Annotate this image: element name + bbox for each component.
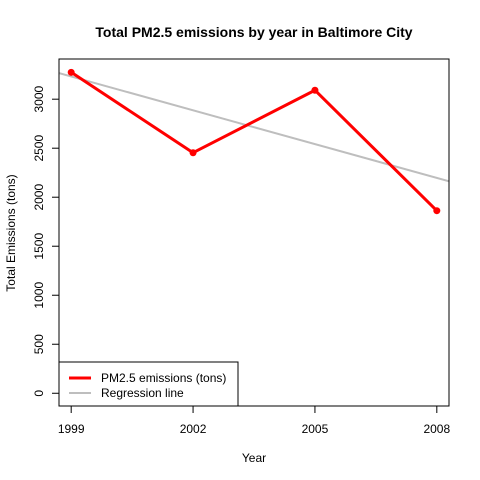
emissions-series-line (70, 71, 438, 212)
legend-label-1: Regression line (101, 386, 184, 400)
x-axis-label: Year (242, 451, 266, 465)
emissions-point-2005 (311, 86, 319, 94)
y-tick-label-2500: 2500 (32, 135, 46, 162)
legend-label-0: PM2.5 emissions (tons) (101, 371, 226, 385)
chart-title: Total PM2.5 emissions by year in Baltimo… (95, 24, 412, 40)
y-tick-label-0: 0 (32, 390, 46, 397)
x-tick-label-2002: 2002 (180, 422, 207, 436)
plot-content (59, 68, 449, 215)
axes-layer: 1999 2002 2005 2008 0 500 1000 1500 2000 2500 3000 (32, 86, 450, 436)
y-tick-label-3000: 3000 (32, 86, 46, 113)
emissions-point-2002 (189, 149, 197, 157)
regression-line (59, 72, 449, 183)
y-tick-label-500: 500 (32, 334, 46, 354)
legend: PM2.5 emissions (tons)Regression line (58, 361, 239, 407)
x-tick-label-2005: 2005 (302, 422, 329, 436)
emissions-point-2008 (433, 207, 441, 215)
y-tick-label-2000: 2000 (32, 184, 46, 211)
emissions-point-1999 (67, 68, 75, 76)
x-tick-label-1999: 1999 (58, 422, 85, 436)
plot-frame (58, 58, 450, 407)
legend-box (58, 361, 239, 407)
y-axis-label: Total Emissions (tons) (4, 174, 18, 291)
y-tick-label-1000: 1000 (32, 282, 46, 309)
x-tick-label-2008: 2008 (423, 422, 450, 436)
y-tick-label-1500: 1500 (32, 233, 46, 260)
